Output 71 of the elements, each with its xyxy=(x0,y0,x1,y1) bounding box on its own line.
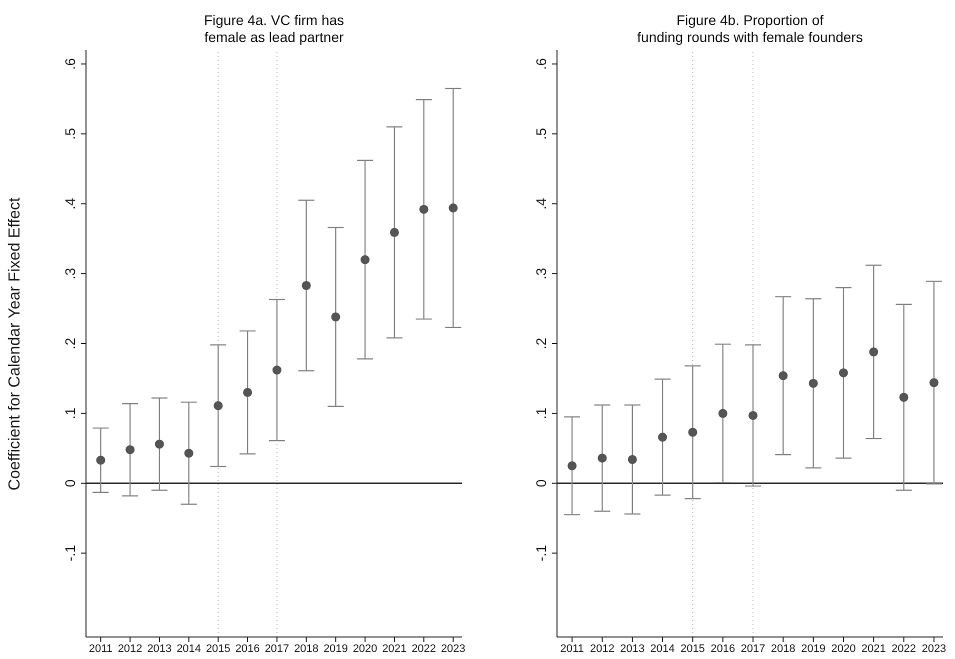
x-tick-label: 2014 xyxy=(650,642,675,655)
point xyxy=(360,255,370,264)
y-tick-label: .1 xyxy=(533,407,549,420)
x-tick-label: 2017 xyxy=(264,642,290,655)
y-tick-label: .6 xyxy=(62,58,78,70)
x-tick-label: 2021 xyxy=(861,642,886,655)
y-tick-label: 0 xyxy=(533,479,549,488)
y-tick-label: .2 xyxy=(62,337,78,350)
point xyxy=(126,445,135,454)
y-tick-label: -.1 xyxy=(62,544,78,562)
y-tick-label: 0 xyxy=(62,479,78,488)
y-tick-label: .2 xyxy=(533,337,549,350)
y-tick-label: .3 xyxy=(533,268,549,280)
x-tick-label: 2017 xyxy=(740,642,766,655)
y-tick-label: .4 xyxy=(533,198,549,210)
y-axis-title: Coefficient for Calendar Year Fixed Effect xyxy=(6,197,24,490)
x-tick-label: 2023 xyxy=(922,642,946,655)
y-tick-label: .3 xyxy=(62,268,78,280)
x-tick-label: 2023 xyxy=(440,642,466,655)
x-tick-label: 2013 xyxy=(147,642,172,655)
x-tick-label: 2012 xyxy=(590,642,614,655)
x-tick-label: 2020 xyxy=(831,642,856,655)
x-tick-label: 2019 xyxy=(323,642,348,655)
point xyxy=(272,366,282,375)
point xyxy=(838,368,848,378)
x-tick-label: 2011 xyxy=(88,642,113,655)
x-tick-label: 2018 xyxy=(294,642,319,655)
y-tick-label: .6 xyxy=(533,58,549,70)
point xyxy=(154,440,164,449)
x-tick-label: 2019 xyxy=(801,642,826,655)
point xyxy=(390,228,399,237)
x-tick-label: 2020 xyxy=(352,642,378,655)
x-tick-label: 2022 xyxy=(412,642,436,655)
x-tick-label: 2016 xyxy=(710,642,736,655)
x-tick-label: 2014 xyxy=(176,642,202,655)
x-tick-label: 2015 xyxy=(206,642,230,655)
point xyxy=(688,428,698,437)
point xyxy=(243,388,252,397)
point xyxy=(869,347,878,356)
point xyxy=(184,448,194,458)
point xyxy=(598,454,607,463)
point xyxy=(96,456,106,465)
point xyxy=(899,392,908,402)
point xyxy=(628,454,637,464)
x-tick-label: 2022 xyxy=(892,642,916,655)
x-tick-label: 2013 xyxy=(620,642,645,655)
x-tick-label: 2018 xyxy=(770,642,796,655)
point xyxy=(658,432,668,442)
chart-title: Figure 4b. Proportion of funding rounds with female founders xyxy=(636,12,864,46)
y-tick-label: -.1 xyxy=(533,544,549,562)
point xyxy=(331,312,340,322)
y-tick-label: .5 xyxy=(62,128,78,140)
y-tick-label: .4 xyxy=(62,198,78,210)
x-tick-label: 2015 xyxy=(680,642,705,655)
point xyxy=(718,408,728,418)
point xyxy=(778,371,788,380)
x-tick-label: 2011 xyxy=(560,642,584,655)
point xyxy=(929,378,938,388)
y-tick-label: .5 xyxy=(533,128,549,140)
point xyxy=(568,461,577,470)
point xyxy=(748,410,758,420)
point xyxy=(808,378,818,388)
point xyxy=(302,280,311,290)
chart-title: Figure 4a. VC firm has female as lead partner xyxy=(202,12,346,46)
point xyxy=(419,204,428,214)
x-tick-label: 2016 xyxy=(235,642,260,655)
point xyxy=(214,401,223,410)
point xyxy=(448,203,458,212)
x-tick-label: 2012 xyxy=(118,642,142,655)
x-tick-label: 2021 xyxy=(382,642,407,655)
y-tick-label: .1 xyxy=(62,407,78,420)
